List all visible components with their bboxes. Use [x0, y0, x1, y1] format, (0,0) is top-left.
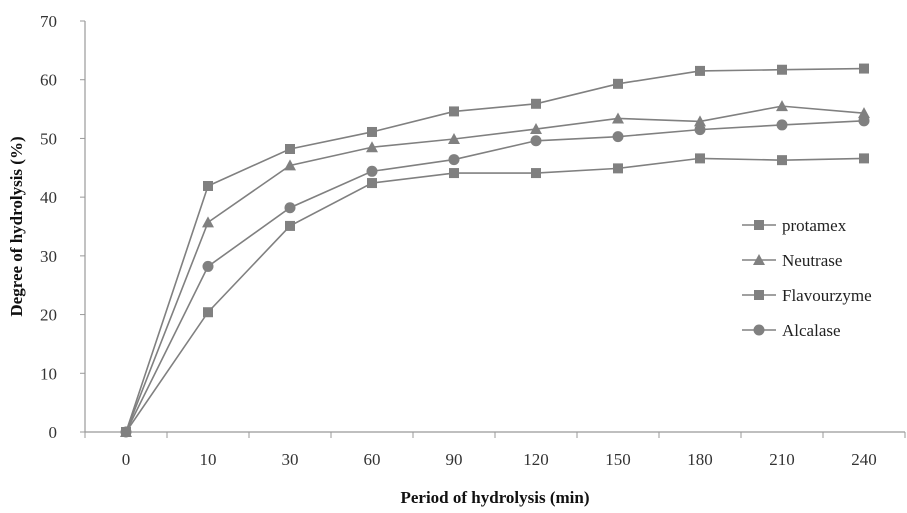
data-point [366, 141, 378, 153]
x-tick-label: 150 [605, 450, 631, 469]
y-axis-title: Degree of hydrolysis (%) [7, 136, 26, 316]
data-point [530, 123, 542, 135]
series-alcalase [120, 115, 870, 438]
data-point [449, 106, 459, 117]
y-tick-label: 50 [40, 129, 57, 148]
data-point [448, 133, 460, 145]
legend-label: Flavourzyme [782, 286, 872, 305]
y-tick-label: 20 [40, 306, 57, 325]
series-layer [120, 63, 870, 438]
legend-item: Flavourzyme [742, 286, 872, 305]
x-axis-title: Period of hydrolysis (min) [400, 488, 589, 507]
legend-item: protamex [742, 216, 847, 235]
data-point [367, 126, 377, 137]
x-tick-label: 240 [851, 450, 877, 469]
data-point [613, 163, 623, 174]
series-line [125, 157, 865, 433]
data-point [449, 168, 459, 179]
data-point [613, 78, 623, 89]
data-point [612, 112, 624, 124]
data-point [531, 168, 541, 179]
series-line [125, 67, 865, 433]
data-point [694, 124, 706, 136]
legend-item: Neutrase [742, 251, 842, 270]
series-line [125, 120, 865, 433]
data-point [203, 180, 213, 191]
data-point [530, 135, 542, 147]
y-tick-label: 0 [49, 423, 58, 442]
x-tick-label: 30 [282, 450, 299, 469]
x-tick-label: 90 [446, 450, 463, 469]
data-point [694, 115, 706, 127]
y-tick-label: 10 [40, 364, 57, 383]
y-tick-label: 60 [40, 71, 57, 90]
y-tick-label: 70 [40, 12, 57, 31]
legend-marker [754, 290, 764, 300]
data-point [202, 216, 214, 228]
data-point [531, 98, 541, 109]
x-tick-label: 120 [523, 450, 549, 469]
data-point [202, 260, 214, 272]
x-axis-ticks: 0 10 30 60 90 120 150 180 210 240 [84, 432, 906, 469]
data-point [284, 202, 296, 214]
data-point [285, 143, 295, 154]
x-tick-label: 10 [200, 450, 217, 469]
legend-label: protamex [782, 216, 847, 235]
data-point [366, 165, 378, 177]
x-tick-label: 0 [122, 450, 131, 469]
y-tick-label: 40 [40, 188, 57, 207]
data-point [859, 153, 869, 164]
x-tick-label: 180 [687, 450, 713, 469]
data-point [612, 131, 624, 143]
data-point [777, 155, 787, 166]
data-point [120, 426, 132, 438]
data-point [284, 159, 296, 171]
data-point [776, 119, 788, 131]
data-point [285, 220, 295, 231]
data-point [777, 64, 787, 75]
data-point [858, 107, 870, 119]
x-tick-label: 60 [364, 450, 381, 469]
y-axis-ticks: 0 10 20 30 40 50 60 70 [40, 12, 85, 442]
legend: protamex Neutrase Flavourzyme Alcalase [742, 216, 872, 340]
y-tick-label: 30 [40, 247, 57, 266]
legend-label: Alcalase [782, 321, 841, 340]
data-point [367, 178, 377, 189]
data-point [776, 100, 788, 112]
x-tick-label: 210 [769, 450, 795, 469]
data-point [695, 65, 705, 76]
data-point [695, 153, 705, 164]
data-point [859, 63, 869, 74]
legend-marker [753, 324, 765, 336]
series-line [125, 105, 865, 433]
series-protamex [121, 63, 869, 437]
legend-marker [754, 220, 764, 230]
legend-item: Alcalase [742, 321, 841, 340]
data-point [858, 115, 870, 127]
data-point [203, 307, 213, 318]
legend-marker [753, 254, 765, 265]
data-point [448, 154, 460, 166]
legend-label: Neutrase [782, 251, 842, 270]
